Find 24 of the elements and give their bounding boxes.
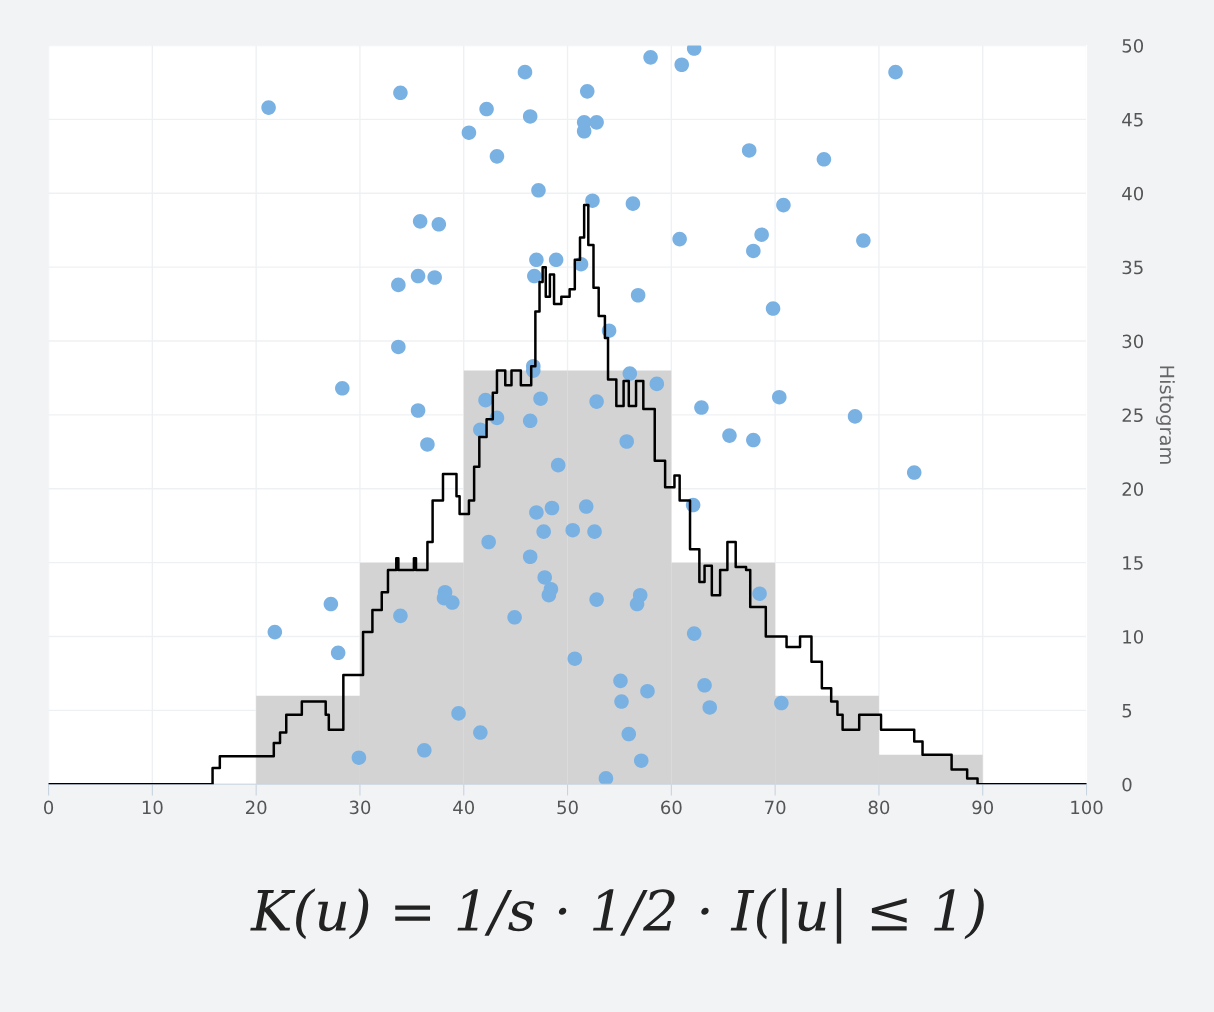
x-tick-label: 100 <box>1071 800 1103 815</box>
y-tick-label: 20 <box>1122 482 1144 496</box>
x-tick-label: 30 <box>349 800 371 815</box>
text: K(u) = 1/s · 1/2 · I(|u| ≤ 1) <box>250 888 984 944</box>
y-tick-label: 40 <box>1122 186 1144 201</box>
y-tick-label: 35 <box>1122 260 1143 275</box>
y-tick-label: 5 <box>1122 704 1132 718</box>
x-tick-label: 10 <box>142 800 163 815</box>
x-tick-label: 20 <box>245 800 267 815</box>
y-tick-label: 25 <box>1122 408 1143 423</box>
y-tick-label: 45 <box>1122 113 1143 127</box>
y-axis-title: Histogram <box>1155 366 1175 464</box>
x-tick-label: 80 <box>868 800 890 815</box>
y-tick-label: 30 <box>1122 334 1144 349</box>
x-tick-label: 50 <box>557 800 578 815</box>
x-tick-label: 40 <box>453 800 475 815</box>
x-tick-label: 90 <box>972 800 994 815</box>
x-tick-label: 0 <box>44 800 54 815</box>
x-tick-label: 60 <box>661 800 682 815</box>
y-tick-label: 50 <box>1122 39 1144 53</box>
y-tick-label: 0 <box>1122 777 1132 792</box>
x-tick-label: 70 <box>765 800 786 815</box>
y-tick-label: 10 <box>1123 630 1144 644</box>
y-tick-label: 15 <box>1123 556 1143 570</box>
